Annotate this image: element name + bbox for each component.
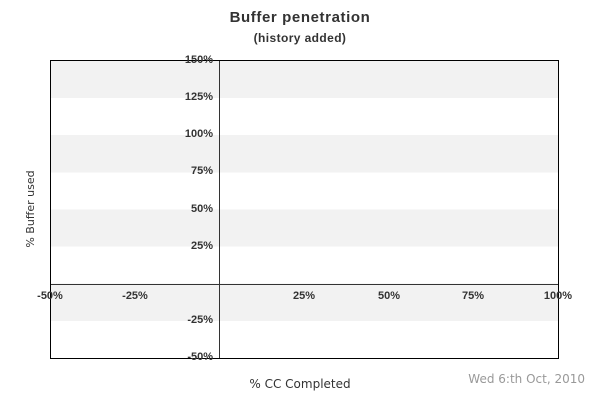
x-tick-label: -25% xyxy=(122,290,148,302)
chart-subtitle: (history added) xyxy=(253,31,347,45)
y-tick-label: -50% xyxy=(187,351,213,363)
y-zero-axis-line xyxy=(219,61,220,358)
x-zero-axis-line xyxy=(51,284,558,285)
y-tick-label: 125% xyxy=(184,91,213,103)
x-tick-label: 75% xyxy=(461,290,485,302)
x-axis-label: % CC Completed xyxy=(249,377,351,391)
y-tick-label: 25% xyxy=(190,240,213,252)
chart-title: Buffer penetration xyxy=(229,9,371,26)
y-tick-label: 75% xyxy=(190,165,213,177)
y-tick-label: 100% xyxy=(184,128,213,140)
y-tick-label: 50% xyxy=(190,203,213,215)
x-tick-label: 25% xyxy=(292,290,316,302)
plot-area xyxy=(50,60,559,359)
x-tick-label: -50% xyxy=(37,290,63,302)
x-tick-label: 50% xyxy=(377,290,401,302)
y-tick-label: -25% xyxy=(187,314,213,326)
date-annotation: Wed 6:th Oct, 2010 xyxy=(468,372,585,386)
y-tick-label: 150% xyxy=(184,54,213,66)
x-tick-label: 100% xyxy=(543,290,573,302)
y-axis-label: % Buffer used xyxy=(24,170,37,248)
